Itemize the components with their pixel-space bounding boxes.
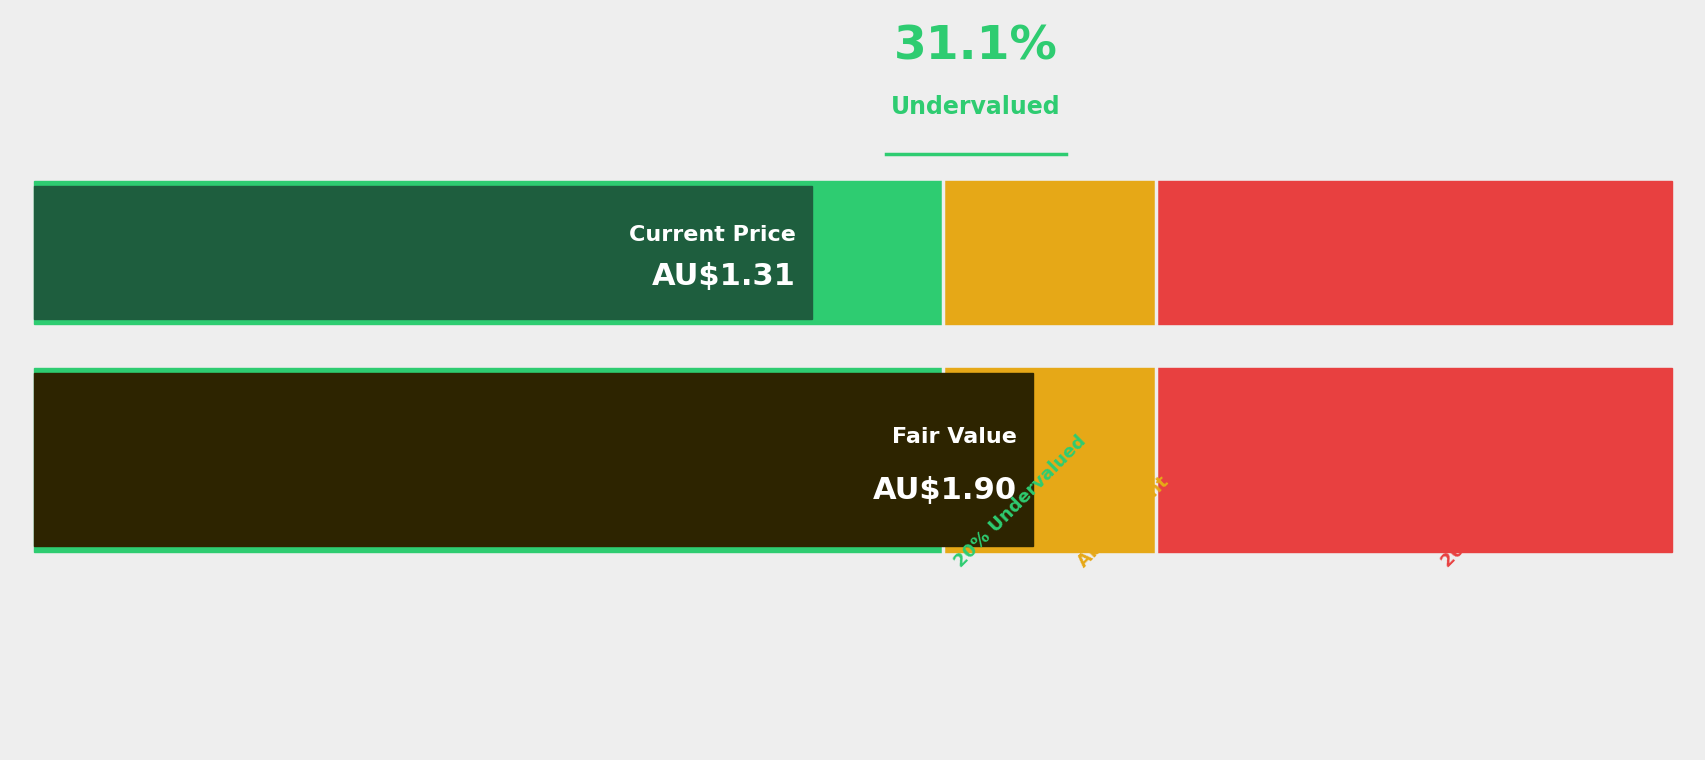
Bar bbox=[1156, 368, 1671, 552]
Text: 31.1%: 31.1% bbox=[893, 24, 1057, 69]
Text: Current Price: Current Price bbox=[629, 225, 795, 245]
Bar bbox=[943, 368, 1156, 552]
Text: AU$1.31: AU$1.31 bbox=[651, 262, 795, 291]
Bar bbox=[34, 368, 943, 552]
Bar bbox=[1156, 181, 1671, 325]
Text: 20% Overvalued: 20% Overvalued bbox=[1437, 442, 1567, 572]
Text: About Right: About Right bbox=[1074, 473, 1171, 572]
Text: AU$1.90: AU$1.90 bbox=[873, 477, 1016, 505]
Bar bbox=[943, 181, 1156, 325]
Bar bbox=[34, 186, 812, 319]
Bar bbox=[34, 373, 1033, 546]
Text: 20% Undervalued: 20% Undervalued bbox=[951, 432, 1089, 572]
Text: Undervalued: Undervalued bbox=[890, 95, 1061, 119]
Text: Fair Value: Fair Value bbox=[892, 427, 1016, 448]
Bar bbox=[34, 181, 943, 325]
